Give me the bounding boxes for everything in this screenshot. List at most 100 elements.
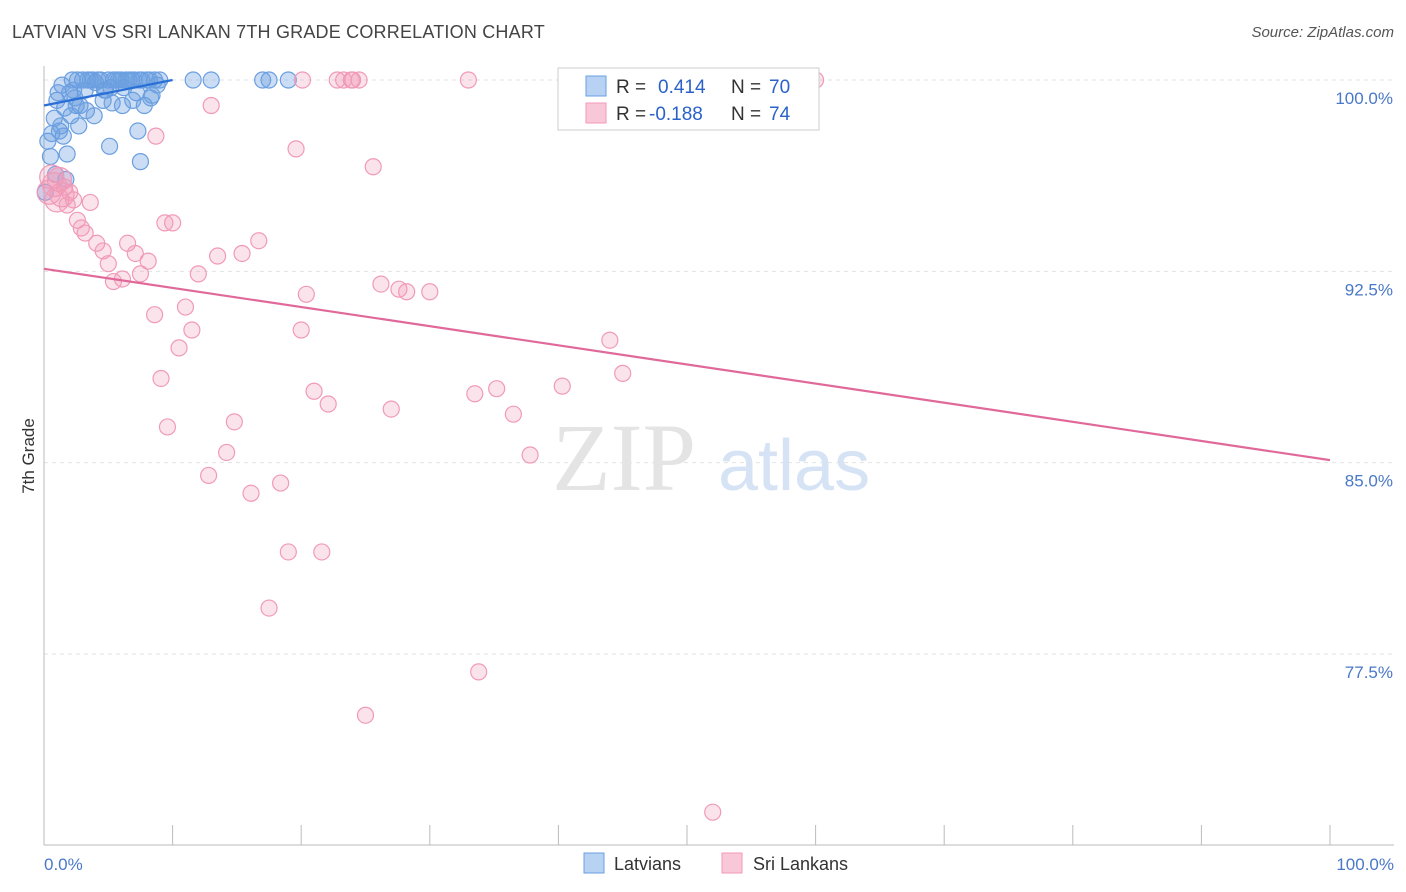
y-tick-label-3: 100.0% xyxy=(1335,89,1393,108)
point-latvians-67 xyxy=(279,71,297,89)
stats-legend: R = 0.414 N = 70 R = -0.188 N = 74 xyxy=(557,67,820,131)
point-srilankans-36 xyxy=(242,484,260,502)
point-latvians-46 xyxy=(54,127,72,145)
point-srilankans-21 xyxy=(131,265,150,283)
point-latvians-8 xyxy=(58,145,76,163)
point-srilankans-35 xyxy=(233,244,251,263)
point-latvians-57 xyxy=(41,147,60,166)
y-tick-label-0: 77.5% xyxy=(1345,663,1393,682)
point-srilankans-72 xyxy=(470,663,488,681)
x-ticks xyxy=(43,825,1331,845)
series-legend: Latvians Sri Lankans xyxy=(583,852,848,874)
legend-r-label-srilankans: R = xyxy=(616,104,646,125)
point-srilankans-32 xyxy=(209,247,227,265)
point-srilankans-53 xyxy=(372,275,390,293)
point-srilankans-9 xyxy=(64,191,83,209)
legend-n-value-srilankans: 74 xyxy=(769,104,791,125)
source-label: Source: ZipAtlas.com xyxy=(1251,24,1394,41)
point-srilankans-20 xyxy=(126,244,144,263)
point-latvians-64 xyxy=(202,71,220,89)
x-tick-label-min: 0.0% xyxy=(44,855,83,874)
point-latvians-52 xyxy=(103,94,121,112)
y-axis-label: 7th Grade xyxy=(19,418,38,494)
series-legend-swatch-srilankans xyxy=(721,852,743,874)
x-tick-label-max: 100.0% xyxy=(1336,855,1394,874)
point-srilankans-52 xyxy=(364,158,382,176)
point-srilankans-71 xyxy=(202,96,220,115)
point-srilankans-58 xyxy=(459,71,477,89)
point-srilankans-6 xyxy=(55,178,74,196)
point-srilankans-41 xyxy=(287,140,305,158)
point-srilankans-13 xyxy=(81,193,99,212)
point-latvians-55 xyxy=(131,153,150,171)
y-tick-labels: 77.5% 85.0% 92.5% 100.0% xyxy=(1335,89,1393,682)
point-srilankans-57 xyxy=(421,283,439,301)
point-srilankans-46 xyxy=(319,395,337,413)
point-latvians-56 xyxy=(142,89,160,107)
point-srilankans-23 xyxy=(145,306,164,324)
point-srilankans-28 xyxy=(176,298,195,316)
point-latvians-63 xyxy=(184,71,202,89)
legend-r-value-latvians: 0.414 xyxy=(658,77,706,98)
legend-swatch-srilankans xyxy=(585,102,607,124)
y-tick-label-2: 92.5% xyxy=(1345,280,1393,299)
series-legend-label-latvians: Latvians xyxy=(614,854,681,874)
point-srilankans-66 xyxy=(293,71,312,89)
point-srilankans-44 xyxy=(305,382,323,400)
trendline-srilankans xyxy=(43,267,1331,462)
trendlines xyxy=(43,78,1331,462)
point-latvians-44 xyxy=(151,71,169,89)
series-legend-label-srilankans: Sri Lankans xyxy=(753,854,848,874)
trendline-latvians xyxy=(43,78,173,107)
point-latvians-69 xyxy=(100,137,119,155)
point-srilankans-42 xyxy=(292,321,310,339)
y-tick-label-1: 85.0% xyxy=(1345,472,1393,491)
point-latvians-62 xyxy=(70,117,88,135)
point-srilankans-64 xyxy=(601,331,619,349)
point-srilankans-34 xyxy=(225,413,243,431)
point-latvians-61 xyxy=(64,81,83,99)
point-srilankans-67 xyxy=(344,71,362,89)
legend-n-label-srilankans: N = xyxy=(731,104,761,125)
point-srilankans-43 xyxy=(297,285,315,303)
point-latvians-50 xyxy=(85,107,103,125)
point-srilankans-39 xyxy=(272,474,290,492)
series-legend-swatch-latvians xyxy=(583,852,605,874)
point-srilankans-29 xyxy=(183,321,201,339)
legend-r-label-latvians: R = xyxy=(616,77,646,98)
point-srilankans-61 xyxy=(504,405,522,423)
point-srilankans-12 xyxy=(76,224,94,242)
point-srilankans-30 xyxy=(189,265,207,283)
point-latvians-66 xyxy=(260,71,278,89)
legend-swatch-latvians xyxy=(585,75,607,97)
point-srilankans-22 xyxy=(139,252,157,270)
point-srilankans-60 xyxy=(488,380,506,398)
point-srilankans-73 xyxy=(704,803,722,821)
legend-n-label-latvians: N = xyxy=(731,77,761,98)
point-latvians-68 xyxy=(129,122,147,140)
chart-title: LATVIAN VS SRI LANKAN 7TH GRADE CORRELAT… xyxy=(12,22,545,42)
point-srilankans-45 xyxy=(313,543,331,561)
point-srilankans-62 xyxy=(521,446,539,464)
point-srilankans-16 xyxy=(99,255,117,273)
point-latvians-45 xyxy=(49,84,67,102)
point-srilankans-63 xyxy=(553,377,571,395)
series-latvians-points xyxy=(36,71,297,201)
series-srilankans-points xyxy=(36,71,825,821)
watermark: ZIP atlas xyxy=(552,404,870,511)
watermark-atlas: atlas xyxy=(718,426,870,506)
point-srilankans-27 xyxy=(170,339,188,357)
point-srilankans-25 xyxy=(158,418,177,436)
point-srilankans-50 xyxy=(350,71,368,89)
point-latvians-53 xyxy=(113,96,132,115)
point-srilankans-33 xyxy=(218,443,236,462)
point-srilankans-56 xyxy=(398,283,416,301)
gridlines xyxy=(44,79,1394,655)
point-srilankans-37 xyxy=(250,232,268,250)
point-latvians-54 xyxy=(124,91,142,110)
point-latvians-59 xyxy=(52,117,70,135)
point-srilankans-24 xyxy=(152,369,170,388)
legend-n-value-latvians: 70 xyxy=(769,77,790,98)
point-srilankans-69 xyxy=(147,127,165,145)
